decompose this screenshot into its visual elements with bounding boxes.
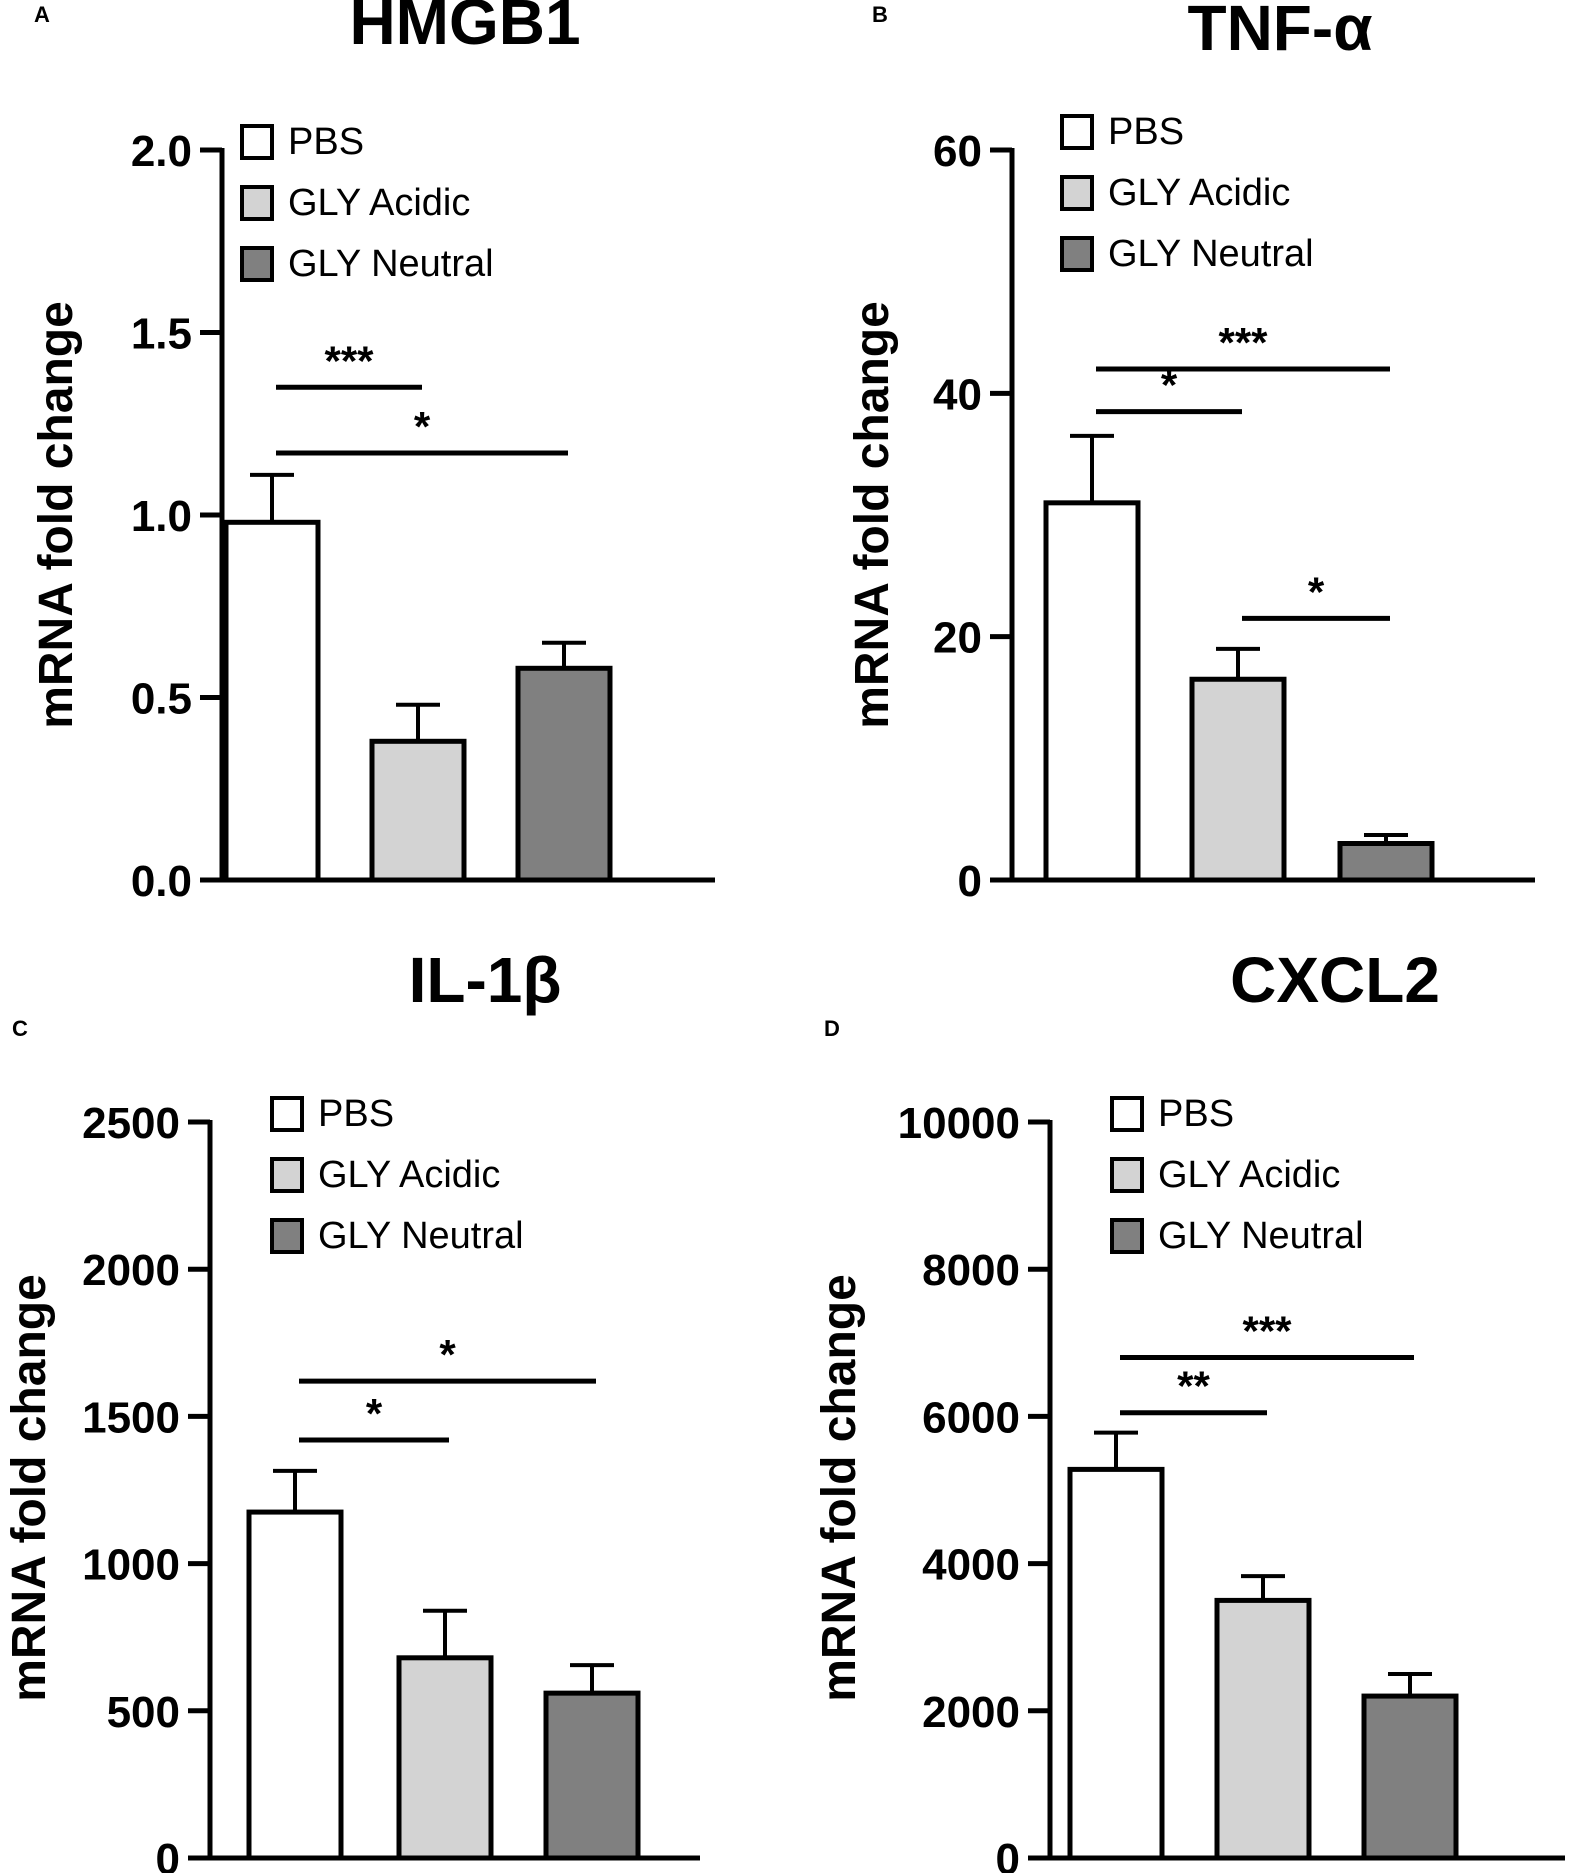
legend-label: PBS [1108, 111, 1184, 153]
legend-swatch [240, 246, 274, 282]
legend-swatch [1060, 236, 1094, 272]
chart-title: IL-1β [409, 944, 562, 1016]
y-tick-label: 10000 [898, 1099, 1020, 1148]
y-tick-label: 8000 [922, 1246, 1020, 1295]
panel-letter: D [824, 1016, 840, 1041]
bar-gly-neutral [543, 1690, 641, 1861]
bar-gly-neutral [515, 665, 613, 883]
y-axis-label: mRNA fold change [3, 1274, 56, 1702]
y-tick-label: 20 [933, 614, 982, 663]
significance-label: * [1161, 362, 1178, 409]
bar-gly-acidic [1214, 1597, 1312, 1861]
bar-pbs [1067, 1466, 1165, 1861]
panel-letter: B [872, 2, 888, 27]
significance-label: * [414, 403, 431, 450]
y-tick-label: 1000 [82, 1541, 180, 1590]
legend-swatch [1110, 1157, 1144, 1193]
y-tick-label: 4000 [922, 1541, 1020, 1590]
y-tick-label: 1.5 [131, 310, 192, 359]
legend-swatch [270, 1096, 304, 1132]
legend-label: PBS [1158, 1093, 1234, 1135]
legend-label: GLY Neutral [1158, 1215, 1364, 1257]
significance-label: *** [324, 337, 374, 384]
bar-gly-neutral [1361, 1693, 1459, 1861]
chart-title: CXCL2 [1230, 944, 1440, 1016]
bar-pbs [1043, 500, 1141, 883]
y-tick-label: 6000 [922, 1393, 1020, 1442]
legend-label: GLY Acidic [318, 1154, 500, 1196]
y-tick-label: 1.0 [131, 492, 192, 541]
legend-label: PBS [318, 1093, 394, 1135]
y-tick-label: 0.5 [131, 675, 192, 724]
legend-swatch [240, 124, 274, 160]
y-tick-label: 40 [933, 370, 982, 419]
legend-swatch [1110, 1096, 1144, 1132]
y-axis-label: mRNA fold change [813, 1274, 866, 1702]
y-axis-label: mRNA fold change [846, 301, 899, 729]
legend-label: GLY Neutral [288, 243, 494, 285]
bar-gly-acidic [1189, 676, 1287, 883]
chart-panel-c: C IL-1β mRNA fold change 0 500 1000 1500 2000 25… [3, 944, 700, 1873]
y-tick-label: 2.0 [131, 127, 192, 176]
bar-gly-acidic [396, 1655, 494, 1861]
y-tick-label: 2000 [922, 1688, 1020, 1737]
chart-title: HMGB1 [349, 0, 580, 58]
panel-letter: A [34, 2, 50, 27]
y-tick-label: 0 [958, 857, 982, 906]
legend-label: PBS [288, 121, 364, 163]
chart-panel-d: D CXCL2 mRNA fold change 0 2000 4000 6000 8000 1… [813, 944, 1565, 1873]
significance-label: * [439, 1331, 456, 1378]
legend-label: GLY Acidic [288, 182, 470, 224]
y-axis-label: mRNA fold change [30, 301, 83, 729]
significance-label: *** [1218, 319, 1268, 366]
y-tick-label: 2500 [82, 1099, 180, 1148]
legend-swatch [1110, 1218, 1144, 1254]
bar-gly-acidic [369, 738, 467, 883]
significance-label: ** [1177, 1363, 1210, 1410]
bar-gly-neutral [1337, 841, 1435, 883]
panel-letter: C [12, 1016, 28, 1041]
bar-pbs [246, 1509, 344, 1861]
legend-label: GLY Neutral [1108, 233, 1314, 275]
significance-label: * [366, 1390, 383, 1437]
legend-label: GLY Acidic [1158, 1154, 1340, 1196]
y-tick-label: 500 [107, 1688, 180, 1737]
legend-swatch [1060, 175, 1094, 211]
legend-swatch [240, 185, 274, 221]
y-tick-label: 0 [156, 1835, 180, 1873]
significance-label: *** [1242, 1308, 1292, 1355]
y-tick-label: 0 [996, 1835, 1020, 1873]
legend-swatch [270, 1218, 304, 1254]
legend-swatch [270, 1157, 304, 1193]
legend-swatch [1060, 114, 1094, 150]
legend-label: GLY Neutral [318, 1215, 524, 1257]
y-tick-label: 0.0 [131, 857, 192, 906]
significance-label: * [1308, 568, 1325, 615]
y-tick-label: 60 [933, 127, 982, 176]
legend-label: GLY Acidic [1108, 172, 1290, 214]
y-tick-label: 1500 [82, 1393, 180, 1442]
y-tick-label: 2000 [82, 1246, 180, 1295]
bar-pbs [223, 519, 321, 883]
chart-title: TNF-α [1187, 0, 1372, 64]
